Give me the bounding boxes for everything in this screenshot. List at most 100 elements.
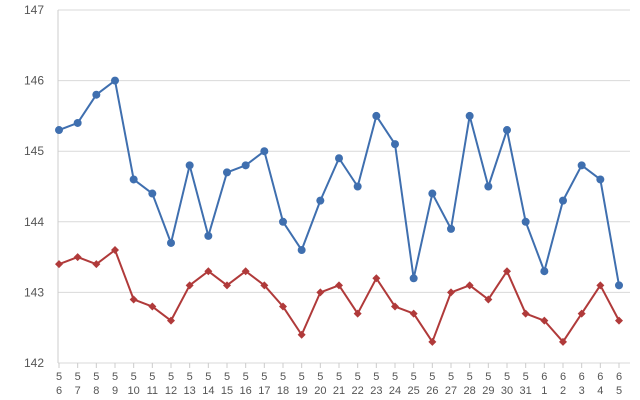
x-tick-day: 22 bbox=[352, 385, 364, 397]
x-tick-day: 24 bbox=[389, 385, 401, 397]
data-point[interactable] bbox=[204, 267, 213, 276]
x-tick-month: 5 bbox=[523, 371, 529, 383]
data-point[interactable] bbox=[260, 281, 269, 290]
x-tick-day: 29 bbox=[482, 385, 494, 397]
x-tick-month: 5 bbox=[411, 371, 417, 383]
x-tick-month: 5 bbox=[149, 371, 155, 383]
data-point[interactable] bbox=[372, 274, 381, 283]
data-point[interactable] bbox=[111, 76, 119, 85]
x-tick-day: 20 bbox=[314, 385, 326, 397]
data-point[interactable] bbox=[484, 295, 493, 304]
y-tick-label: 147 bbox=[24, 3, 44, 17]
data-point[interactable] bbox=[279, 217, 287, 226]
data-point[interactable] bbox=[316, 196, 325, 205]
data-point[interactable] bbox=[148, 302, 157, 311]
data-point[interactable] bbox=[596, 175, 605, 184]
x-tick-day: 1 bbox=[541, 385, 547, 397]
x-tick-label: 5 28 bbox=[464, 371, 476, 397]
data-point[interactable] bbox=[409, 309, 418, 318]
x-tick-day: 18 bbox=[277, 385, 289, 397]
data-point[interactable] bbox=[223, 168, 231, 177]
gridlines bbox=[58, 9, 630, 364]
y-tick-label: 143 bbox=[24, 285, 44, 299]
data-point[interactable] bbox=[241, 267, 250, 276]
x-tick-label: 5 19 bbox=[296, 371, 308, 397]
y-tick-label: 144 bbox=[24, 215, 44, 229]
data-point[interactable] bbox=[577, 309, 586, 318]
data-point[interactable] bbox=[55, 126, 63, 135]
data-point[interactable] bbox=[279, 302, 287, 311]
x-tick-day: 8 bbox=[93, 385, 99, 397]
data-point[interactable] bbox=[503, 126, 511, 135]
data-point[interactable] bbox=[223, 281, 231, 290]
data-point[interactable] bbox=[615, 316, 623, 325]
data-point[interactable] bbox=[428, 189, 437, 198]
data-point[interactable] bbox=[204, 231, 213, 240]
data-point[interactable] bbox=[540, 316, 549, 325]
data-point[interactable] bbox=[559, 196, 567, 205]
data-point[interactable] bbox=[260, 147, 269, 156]
x-tick-label: 5 14 bbox=[202, 371, 214, 397]
x-tick-month: 5 bbox=[485, 371, 491, 383]
data-point[interactable] bbox=[73, 253, 82, 262]
series bbox=[55, 76, 623, 346]
y-tick-label: 142 bbox=[24, 356, 44, 370]
data-point[interactable] bbox=[129, 295, 138, 304]
data-point[interactable] bbox=[521, 309, 530, 318]
x-tick-label: 5 26 bbox=[426, 371, 438, 397]
data-point[interactable] bbox=[92, 90, 101, 99]
data-point[interactable] bbox=[73, 118, 82, 127]
x-tick-month: 5 bbox=[243, 371, 249, 383]
data-point[interactable] bbox=[316, 288, 325, 297]
data-point[interactable] bbox=[615, 281, 623, 290]
x-tick-month: 6 bbox=[597, 371, 603, 383]
data-point[interactable] bbox=[167, 316, 175, 325]
data-point[interactable] bbox=[372, 111, 381, 120]
y-tick-label: 145 bbox=[24, 144, 44, 158]
data-point[interactable] bbox=[185, 281, 194, 290]
data-point[interactable] bbox=[55, 260, 63, 269]
data-point[interactable] bbox=[111, 246, 119, 255]
data-point[interactable] bbox=[596, 281, 605, 290]
data-point[interactable] bbox=[391, 302, 399, 311]
data-point[interactable] bbox=[353, 309, 362, 318]
data-point[interactable] bbox=[484, 182, 493, 191]
data-point[interactable] bbox=[559, 337, 567, 346]
x-tick-month: 5 bbox=[131, 371, 137, 383]
data-point[interactable] bbox=[540, 267, 549, 276]
data-point[interactable] bbox=[129, 175, 138, 184]
x-tick-label: 5 15 bbox=[221, 371, 233, 397]
data-point[interactable] bbox=[447, 288, 455, 297]
data-point[interactable] bbox=[185, 161, 194, 170]
data-point[interactable] bbox=[167, 238, 175, 247]
x-tick-day: 30 bbox=[501, 385, 513, 397]
data-point[interactable] bbox=[465, 111, 474, 120]
data-point[interactable] bbox=[409, 274, 418, 283]
data-point[interactable] bbox=[148, 189, 157, 198]
data-point[interactable] bbox=[297, 246, 306, 255]
x-tick-month: 5 bbox=[187, 371, 193, 383]
data-point[interactable] bbox=[335, 281, 343, 290]
x-tick-label: 5 11 bbox=[147, 371, 158, 397]
data-point[interactable] bbox=[447, 224, 455, 233]
data-point[interactable] bbox=[577, 161, 586, 170]
data-point[interactable] bbox=[428, 337, 437, 346]
axes bbox=[57, 10, 620, 368]
data-point[interactable] bbox=[92, 260, 101, 269]
data-point[interactable] bbox=[521, 217, 530, 226]
data-point[interactable] bbox=[391, 140, 399, 149]
data-point[interactable] bbox=[465, 281, 474, 290]
x-tick-month: 6 bbox=[616, 371, 622, 383]
x-tick-day: 27 bbox=[445, 385, 457, 397]
x-tick-month: 5 bbox=[224, 371, 230, 383]
data-point[interactable] bbox=[353, 182, 362, 191]
data-point[interactable] bbox=[241, 161, 250, 170]
data-point[interactable] bbox=[503, 267, 511, 276]
data-point[interactable] bbox=[297, 330, 306, 339]
data-point[interactable] bbox=[335, 154, 343, 163]
